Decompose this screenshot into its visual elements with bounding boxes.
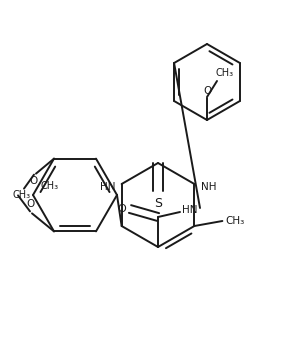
Text: O: O bbox=[30, 176, 38, 186]
Text: O: O bbox=[203, 86, 211, 96]
Text: CH₃: CH₃ bbox=[225, 216, 245, 226]
Text: CH₃: CH₃ bbox=[215, 68, 233, 78]
Text: CH₃: CH₃ bbox=[40, 181, 58, 191]
Text: HN: HN bbox=[100, 182, 115, 192]
Text: O: O bbox=[118, 204, 126, 214]
Text: NH: NH bbox=[201, 182, 216, 192]
Text: O: O bbox=[26, 200, 34, 209]
Text: S: S bbox=[154, 197, 162, 210]
Text: CH₃: CH₃ bbox=[13, 190, 31, 200]
Text: HN: HN bbox=[182, 205, 198, 215]
